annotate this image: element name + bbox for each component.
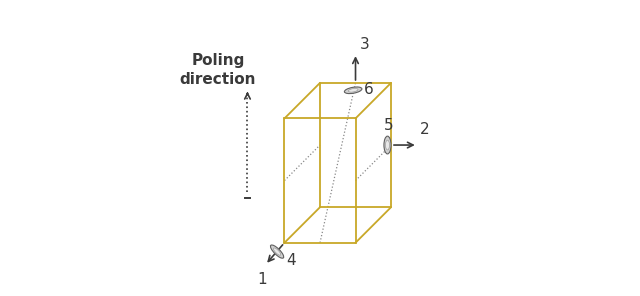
Ellipse shape bbox=[273, 248, 281, 255]
Ellipse shape bbox=[385, 140, 390, 150]
Text: 3: 3 bbox=[360, 37, 370, 52]
Ellipse shape bbox=[271, 245, 284, 258]
Text: 5: 5 bbox=[384, 118, 394, 133]
Ellipse shape bbox=[348, 89, 358, 92]
Ellipse shape bbox=[344, 87, 362, 94]
Text: 2: 2 bbox=[420, 122, 429, 137]
Text: 6: 6 bbox=[364, 82, 373, 97]
Text: 4: 4 bbox=[286, 253, 296, 268]
Text: Poling
direction: Poling direction bbox=[180, 53, 256, 87]
Text: 1: 1 bbox=[257, 272, 267, 287]
Ellipse shape bbox=[384, 136, 391, 154]
